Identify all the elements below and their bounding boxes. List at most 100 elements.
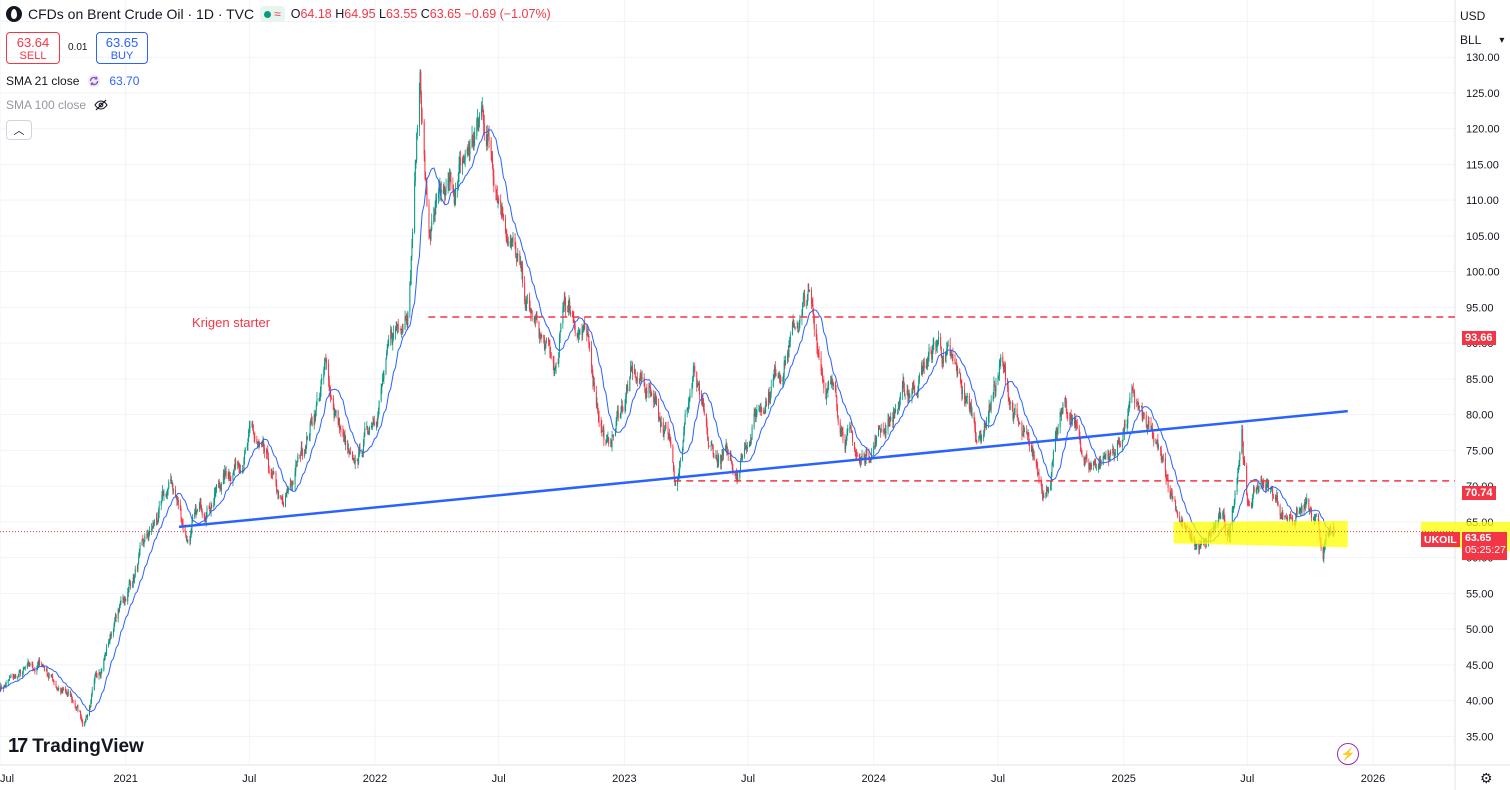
candle-body <box>498 198 500 201</box>
candle-body <box>670 441 672 447</box>
collapse-legend-button[interactable]: ︿ <box>6 120 32 140</box>
indicator-sma100[interactable]: SMA 100 close <box>6 98 108 112</box>
candle-body <box>52 675 54 680</box>
open-label: O <box>290 7 301 21</box>
candle-body <box>852 431 854 442</box>
candle-body <box>138 550 140 558</box>
candle-body <box>209 510 211 512</box>
candle-body <box>13 675 15 678</box>
candle-body <box>1113 448 1115 456</box>
candle-body <box>366 426 368 428</box>
candle-body <box>41 665 43 666</box>
candle-body <box>1117 441 1119 455</box>
candle-body <box>828 381 830 387</box>
candle-body <box>431 220 433 230</box>
candle-body <box>1246 495 1248 501</box>
level-price-label-high[interactable]: 93.66 <box>1462 331 1496 345</box>
candle-body <box>1030 445 1032 453</box>
candle-body <box>520 260 522 272</box>
candle-body <box>305 446 307 454</box>
candle-body <box>266 451 268 454</box>
candle-body <box>770 392 772 401</box>
candle-body <box>309 424 311 436</box>
lightning-icon[interactable]: ⚡ <box>1337 743 1359 765</box>
symbol-title[interactable]: CFDs on Brent Crude Oil · 1D · TVC <box>28 6 255 22</box>
candle-body <box>755 411 757 417</box>
sell-button[interactable]: 63.64 SELL <box>6 32 60 64</box>
candle-body <box>99 672 101 674</box>
candle-body <box>263 441 265 448</box>
candle-body <box>560 323 562 332</box>
candle-body <box>244 447 246 454</box>
unit-selector[interactable]: BLL ▾ <box>1460 33 1504 47</box>
candle-body <box>99 673 101 676</box>
annotation-text[interactable]: Krigen starter <box>192 315 271 330</box>
candle-body <box>1008 397 1010 400</box>
candle-body <box>224 470 226 472</box>
candle-body <box>775 373 777 376</box>
candle-body <box>966 395 968 398</box>
candle-body <box>93 680 95 690</box>
candle-body <box>69 691 71 696</box>
y-tick-label: 55.00 <box>1466 588 1494 600</box>
candle-body <box>720 456 722 464</box>
x-tick-label: Jul <box>1240 773 1254 785</box>
candle-body <box>788 345 790 357</box>
tradingview-logo[interactable]: 17 TradingView <box>8 735 144 758</box>
open-value: 64.18 <box>300 7 332 21</box>
candle-body <box>739 470 741 478</box>
currency-label: USD <box>1460 9 1486 23</box>
candle-body <box>76 707 78 709</box>
candle-body <box>1236 478 1238 492</box>
candle-body <box>812 303 814 312</box>
candle-body <box>330 390 332 398</box>
candle-body <box>625 391 627 397</box>
candle-body <box>741 454 743 459</box>
candle-body <box>1218 515 1220 522</box>
candle-body <box>1308 498 1310 511</box>
level-price-label-mid[interactable]: 70.74 <box>1462 486 1496 500</box>
candle-body <box>319 390 321 398</box>
candle-body <box>871 453 873 460</box>
candle-body <box>401 328 403 331</box>
candle-body <box>1002 362 1004 370</box>
gear-icon[interactable]: ⚙ <box>1480 770 1493 786</box>
buy-button[interactable]: 63.65 BUY <box>96 32 148 64</box>
candle-body <box>912 382 914 385</box>
market-status-badge[interactable]: ≈ <box>260 6 285 22</box>
candle-body <box>783 374 785 380</box>
candle-body <box>755 415 757 417</box>
candle-body <box>1090 464 1092 467</box>
currency-selector[interactable]: USD <box>1460 9 1485 23</box>
indicator-sma21[interactable]: SMA 21 close 63.70 <box>6 74 139 88</box>
candle-body <box>1136 402 1138 404</box>
refresh-icon[interactable] <box>87 74 101 88</box>
candle-body <box>153 522 155 524</box>
candle-body <box>667 427 669 434</box>
candle-body <box>821 372 823 380</box>
candle-body <box>453 194 455 204</box>
candle-body <box>48 676 50 678</box>
candle-body <box>619 417 621 418</box>
candle-body <box>520 260 522 265</box>
candle-body <box>1272 495 1274 499</box>
candle-body <box>644 386 646 393</box>
candle-body <box>308 435 310 439</box>
candle-body <box>835 391 837 398</box>
candle-body <box>663 431 665 437</box>
eye-off-icon[interactable] <box>94 98 108 112</box>
candle-body <box>730 453 732 462</box>
candle-body <box>123 600 125 602</box>
y-tick-label: 105.00 <box>1466 231 1500 243</box>
candle-body <box>127 592 129 602</box>
candle-body <box>400 329 402 333</box>
candle-body <box>717 461 719 463</box>
candle-body <box>373 421 375 425</box>
candle-body <box>1289 514 1291 520</box>
candle-body <box>354 458 356 464</box>
candle-body <box>228 473 230 477</box>
candle-body <box>409 283 411 312</box>
candle-body <box>793 320 795 327</box>
symbol-legend[interactable]: CFDs on Brent Crude Oil · 1D · TVC ≈ O64… <box>6 6 551 22</box>
